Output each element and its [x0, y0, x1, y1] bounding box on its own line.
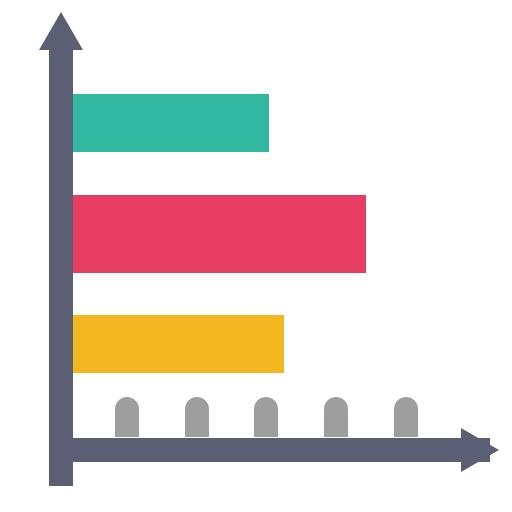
chart-bar	[73, 315, 284, 373]
axis-tick	[254, 397, 278, 437]
chart-bar	[73, 195, 366, 273]
x-axis-arrow-icon	[461, 428, 499, 472]
axis-tick	[115, 397, 139, 437]
bar-chart-icon	[0, 0, 512, 512]
y-axis-arrow-icon	[39, 12, 83, 50]
y-axis	[49, 45, 73, 486]
axis-tick	[394, 397, 418, 437]
axis-tick	[324, 397, 348, 437]
axis-tick	[185, 397, 209, 437]
chart-bar	[73, 94, 269, 152]
x-axis	[49, 438, 490, 462]
